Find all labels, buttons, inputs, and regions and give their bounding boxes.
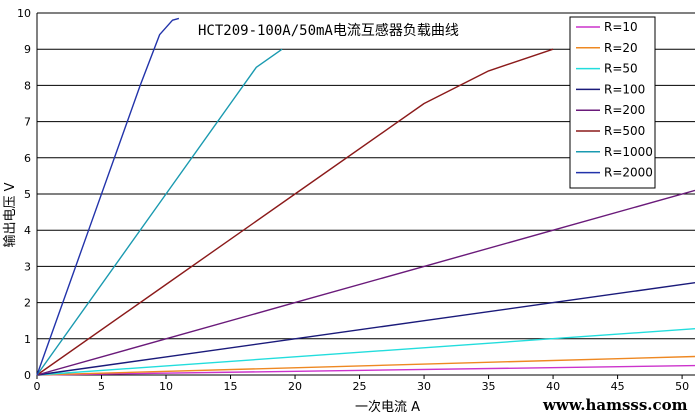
series-line-r-2000 bbox=[36, 17, 180, 376]
x-tick-label: 40 bbox=[546, 380, 560, 393]
x-tick-label: 45 bbox=[611, 380, 625, 393]
series-lines bbox=[36, 17, 695, 376]
y-tick-label: 3 bbox=[24, 260, 31, 273]
y-tick-label: 6 bbox=[24, 152, 31, 165]
legend-label: R=100 bbox=[604, 82, 645, 96]
y-tick-label: 9 bbox=[24, 43, 31, 56]
series-line-r-10 bbox=[36, 364, 695, 376]
series-line-r-500 bbox=[36, 48, 554, 376]
y-tick-label: 5 bbox=[24, 188, 31, 201]
legend-box bbox=[569, 16, 656, 189]
gridlines bbox=[37, 12, 695, 340]
series-line-r-200 bbox=[36, 189, 695, 376]
x-tick-label: 10 bbox=[159, 380, 173, 393]
x-tick-label: 30 bbox=[417, 380, 431, 393]
legend-label: R=50 bbox=[604, 62, 638, 76]
y-tick-label: 4 bbox=[24, 224, 31, 237]
y-tick-label: 0 bbox=[24, 369, 31, 382]
series-line-r-20 bbox=[36, 355, 695, 376]
y-tick-label: 10 bbox=[17, 7, 31, 20]
axes bbox=[36, 13, 695, 379]
y-tick-label: 2 bbox=[24, 297, 31, 310]
legend-label: R=200 bbox=[604, 103, 645, 117]
legend-label: R=10 bbox=[604, 20, 638, 34]
legend-label: R=2000 bbox=[604, 166, 653, 180]
watermark: www.hamsss.com bbox=[542, 396, 688, 414]
x-axis-title: 一次电流 A bbox=[355, 399, 420, 415]
legend: R=10 R=20 R=50 R=100 R=200 R=500 R=1000 R=2000 bbox=[569, 16, 656, 189]
chart-title: HCT209-100A/50mA电流互感器负载曲线 bbox=[198, 22, 459, 39]
y-axis-title: 输出电压 V bbox=[2, 182, 18, 247]
y-tick-label: 7 bbox=[24, 116, 31, 129]
x-tick-label: 15 bbox=[224, 380, 238, 393]
y-tick-label: 8 bbox=[24, 79, 31, 92]
x-tick-label: 35 bbox=[482, 380, 496, 393]
y-tick-label: 1 bbox=[24, 333, 31, 346]
series-line-r-100 bbox=[36, 282, 695, 376]
series-line-r-50 bbox=[36, 328, 695, 376]
x-tick-label: 20 bbox=[288, 380, 302, 393]
legend-label: R=1000 bbox=[604, 145, 653, 159]
series-line-r-1000 bbox=[36, 48, 283, 376]
x-tick-label: 5 bbox=[98, 380, 105, 393]
x-tick-label: 50 bbox=[675, 380, 689, 393]
legend-label: R=20 bbox=[604, 41, 638, 55]
x-tick-label: 0 bbox=[34, 380, 41, 393]
x-tick-label: 25 bbox=[353, 380, 367, 393]
legend-label: R=500 bbox=[604, 124, 645, 138]
